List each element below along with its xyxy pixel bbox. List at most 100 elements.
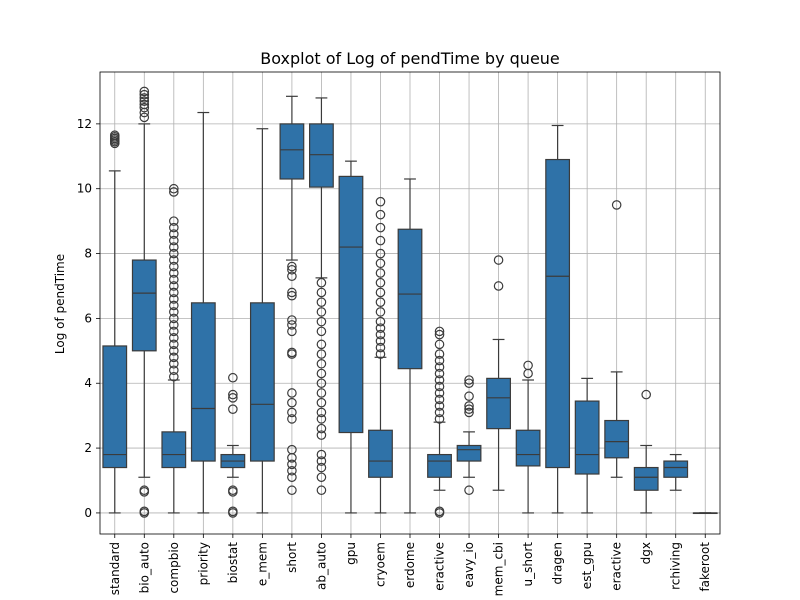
outlier-point (139, 86, 150, 97)
box-body (663, 460, 689, 478)
box-bio_auto (131, 86, 157, 518)
box-body (456, 444, 482, 462)
outlier-point (434, 355, 445, 366)
outlier-point (287, 315, 297, 325)
outlier-point (316, 407, 327, 418)
outlier-point (434, 401, 445, 411)
outlier-point (434, 388, 445, 398)
outlier-point (375, 342, 386, 353)
outlier-point (169, 255, 179, 265)
outlier-point (169, 229, 179, 239)
outlier-point (287, 444, 297, 455)
outlier-point (169, 326, 179, 337)
outlier-point (464, 378, 474, 389)
outlier-point (464, 407, 474, 418)
box-gpu (338, 160, 364, 514)
outlier-point (139, 96, 150, 106)
outlier-point (287, 459, 297, 470)
outlier-point (228, 372, 238, 383)
outlier-point (169, 187, 179, 197)
box-body (486, 377, 511, 430)
outlier-point (287, 472, 297, 483)
outlier-point (169, 294, 179, 304)
outlier-point (316, 307, 327, 317)
x-tick-label: short (285, 542, 299, 573)
outlier-point (287, 485, 297, 496)
outlier-point (169, 300, 179, 311)
outlier-point (434, 339, 445, 350)
box-test_gpu (574, 377, 600, 514)
outlier-point (464, 404, 474, 414)
outlier-point (316, 456, 327, 466)
outlier-point (287, 465, 297, 476)
outlier-point (434, 506, 445, 517)
outlier-point (169, 346, 179, 356)
box-body (338, 175, 364, 434)
outlier-point (464, 391, 474, 402)
outlier-point (375, 323, 386, 333)
box-heavy_io (456, 375, 482, 496)
outlier-point (169, 371, 179, 382)
outlier-point (287, 287, 297, 298)
outlier-point (316, 449, 327, 460)
x-tick-label: dragen (551, 542, 565, 585)
outlier-point (375, 235, 386, 246)
y-tick-label: 0 (84, 506, 92, 520)
outlier-point (434, 407, 445, 418)
box-body (427, 453, 452, 478)
outlier-point (169, 216, 179, 226)
outlier-point (139, 89, 150, 100)
outlier-point (316, 287, 327, 298)
outlier-point (434, 381, 445, 392)
outlier-point (169, 358, 179, 369)
outlier-point (139, 99, 150, 110)
outlier-point (434, 329, 445, 340)
outlier-point (434, 414, 445, 424)
x-tick-label: compbio (167, 542, 181, 594)
outlier-point (287, 320, 297, 330)
outlier-point (287, 414, 297, 424)
outlier-point (169, 320, 179, 330)
outlier-point (434, 349, 445, 359)
box-body (249, 302, 275, 462)
outlier-point (316, 358, 327, 369)
outlier-point (316, 316, 327, 327)
box-archiving (663, 453, 689, 491)
outlier-point (287, 347, 297, 358)
x-tick-label: priority (196, 542, 210, 585)
y-tick-label: 6 (84, 311, 92, 325)
outlier-point (375, 222, 386, 233)
box-gpu_short (515, 360, 541, 514)
outlier-point (169, 365, 179, 376)
x-tick-label: fakeroot (698, 542, 712, 592)
x-tick-label: erdome (403, 542, 417, 588)
x-tick-label: biostat (226, 542, 240, 584)
outlier-point (139, 112, 150, 123)
outlier-point (434, 326, 445, 337)
y-tick-label: 10 (77, 182, 92, 196)
outlier-point (641, 389, 651, 400)
outlier-point (287, 264, 297, 275)
outlier-point (316, 414, 327, 424)
y-tick-label: 12 (77, 117, 92, 131)
y-tick-label: 2 (84, 441, 92, 455)
box-body (515, 429, 541, 467)
outlier-point (375, 258, 386, 269)
box-body (574, 400, 600, 475)
outlier-point (169, 287, 179, 298)
outlier-point (316, 339, 327, 350)
box-priority (190, 111, 216, 514)
outlier-point (434, 368, 445, 379)
outlier-point (169, 222, 179, 233)
x-tick-label: standard (108, 542, 122, 595)
outlier-point (287, 271, 297, 282)
outlier-point (434, 375, 445, 385)
outlier-point (228, 404, 238, 414)
outlier-point (169, 339, 179, 350)
outlier-point (139, 485, 150, 496)
y-tick-label: 8 (84, 247, 92, 261)
outlier-point (316, 462, 327, 473)
box-body (604, 419, 630, 459)
outlier-point (316, 430, 327, 440)
outlier-point (464, 485, 474, 496)
